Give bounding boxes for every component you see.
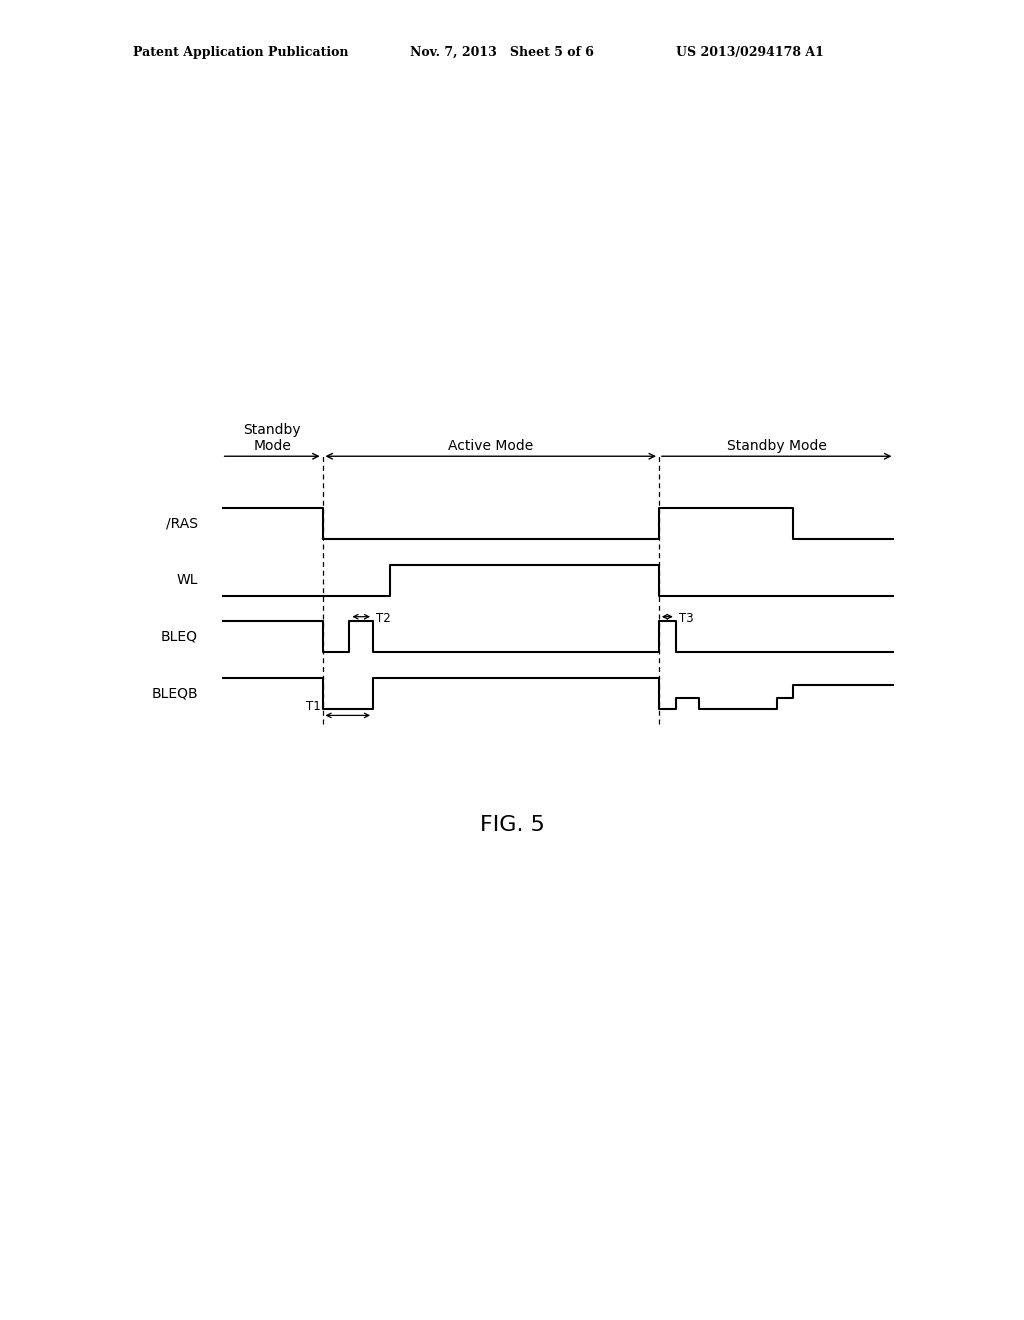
Text: FIG. 5: FIG. 5	[479, 814, 545, 836]
Text: WL: WL	[176, 573, 198, 587]
Text: Active Mode: Active Mode	[449, 440, 534, 454]
Text: Patent Application Publication: Patent Application Publication	[133, 46, 348, 59]
Text: /RAS: /RAS	[166, 517, 198, 531]
Text: Standby Mode: Standby Mode	[727, 440, 826, 454]
Text: Standby
Mode: Standby Mode	[244, 424, 301, 454]
Text: Nov. 7, 2013   Sheet 5 of 6: Nov. 7, 2013 Sheet 5 of 6	[410, 46, 594, 59]
Text: T2: T2	[377, 612, 391, 626]
Text: BLEQ: BLEQ	[161, 630, 198, 644]
Text: BLEQB: BLEQB	[152, 686, 198, 700]
Text: US 2013/0294178 A1: US 2013/0294178 A1	[676, 46, 823, 59]
Text: T1: T1	[306, 700, 321, 713]
Text: T3: T3	[679, 612, 693, 626]
